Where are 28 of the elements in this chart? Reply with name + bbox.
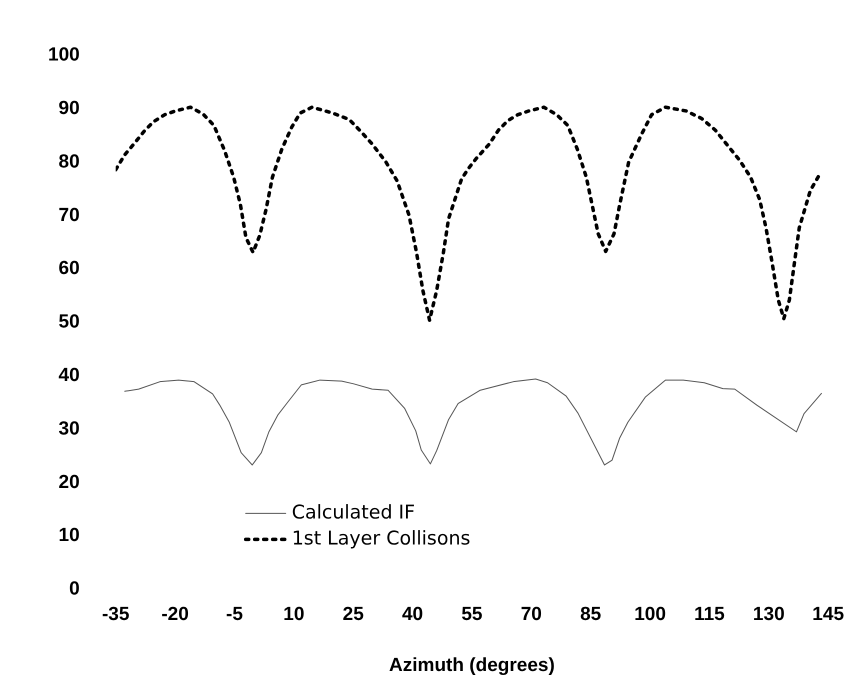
x-tick-label: -35 [102,604,130,626]
y-tick-label: 100 [48,44,80,66]
x-tick-label: 130 [752,604,785,626]
x-tick-label: 40 [402,604,424,626]
legend-label: Calculated IF [292,501,416,524]
x-tick-label: 55 [461,604,483,626]
y-tick-label: 70 [58,204,80,226]
x-tick-label: 145 [812,604,844,626]
y-tick-label: 30 [58,418,80,440]
y-tick-label: 80 [58,151,80,172]
y-tick-label: 90 [58,98,80,120]
y-tick-label: 20 [58,472,80,493]
y-tick-label: 60 [58,258,80,280]
x-tick-label: 10 [283,604,304,626]
y-tick-label: 50 [58,312,80,333]
y-tick-label: 0 [69,578,80,600]
x-axis-title: Azimuth (degrees) [389,654,555,676]
x-tick-label: -20 [161,604,189,626]
y-tick-label: 10 [58,525,80,546]
x-tick-label: 70 [520,604,542,626]
x-tick-label: 100 [634,604,666,626]
y-tick-label: 40 [58,365,80,386]
line-series [116,105,820,322]
x-tick-label: -5 [226,604,244,626]
x-tick-label: 85 [580,604,602,626]
legend-label: 1st Layer Collisons [292,527,470,550]
x-tick-label: 115 [694,604,726,626]
x-tick-label: 25 [342,604,364,626]
